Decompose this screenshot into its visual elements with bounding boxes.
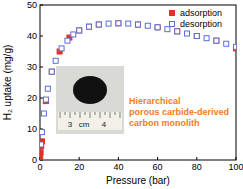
point	[49, 69, 54, 74]
ruler-tick	[100, 112, 101, 118]
chart: 3cm402040608010001020304050Pressure (bar…	[0, 0, 243, 189]
ruler-tick	[110, 112, 111, 118]
point	[214, 38, 219, 43]
point	[116, 21, 121, 26]
ruler	[58, 112, 122, 130]
point	[136, 22, 141, 27]
data-points	[40, 21, 236, 160]
point	[175, 29, 180, 34]
point	[165, 27, 170, 32]
caption: Hierarchical	[129, 96, 181, 106]
y-axis-title: H₂ uptake (mg/g)	[2, 45, 13, 121]
point	[40, 142, 43, 147]
ruler-tick	[70, 112, 71, 118]
point	[204, 36, 209, 41]
x-tick-label: 100	[228, 162, 243, 172]
point	[43, 97, 48, 102]
point	[87, 24, 92, 29]
point	[175, 29, 180, 34]
point	[214, 38, 219, 43]
ruler-tick	[115, 112, 116, 115]
x-tick	[118, 157, 119, 160]
point	[53, 58, 58, 63]
point	[71, 32, 76, 37]
x-tick	[157, 157, 158, 160]
photo-background	[56, 66, 124, 134]
x-tick-label: 80	[192, 162, 202, 172]
ruler-label: 4	[102, 120, 107, 129]
y-tick	[40, 5, 43, 6]
point	[194, 34, 199, 39]
x-tick-label: 40	[113, 162, 123, 172]
legend: adsorptiondesorption	[170, 8, 223, 29]
ruler-label: cm	[79, 120, 90, 129]
y-tick	[40, 67, 43, 68]
point	[40, 150, 43, 155]
legend-marker	[170, 11, 175, 16]
caption: carbon monolith	[129, 118, 200, 128]
y-tick	[40, 98, 43, 99]
y-tick-label: 40	[27, 31, 37, 41]
x-axis-title: Pressure (bar)	[106, 175, 170, 186]
ruler-tick	[120, 112, 121, 118]
point	[65, 38, 70, 43]
y-tick-label: 20	[27, 93, 37, 103]
point	[185, 31, 190, 36]
ruler-tick	[75, 112, 76, 115]
point	[116, 21, 121, 26]
point	[145, 23, 150, 28]
caption: porous carbide-derived	[129, 107, 229, 117]
x-tick-label: 60	[153, 162, 163, 172]
ruler-tick	[80, 112, 81, 118]
x-tick	[196, 157, 197, 160]
point	[126, 21, 131, 26]
point	[59, 46, 64, 51]
point	[155, 25, 160, 30]
x-tick-label: 20	[74, 162, 84, 172]
inset-photo: 3 cm 4	[56, 66, 124, 134]
point	[40, 130, 44, 135]
point	[77, 28, 82, 33]
ruler-tick	[105, 112, 106, 115]
point	[87, 24, 92, 29]
monolith	[73, 76, 107, 104]
x-tick-label: 0	[37, 162, 42, 172]
point	[45, 86, 50, 91]
point	[49, 69, 54, 74]
legend-label: desorption	[180, 19, 222, 29]
point	[106, 21, 111, 26]
point	[155, 25, 160, 30]
ruler-tick	[95, 112, 96, 115]
y-tick-label: 10	[27, 124, 37, 134]
plot-frame	[40, 5, 236, 160]
x-tick	[79, 157, 80, 160]
legend-marker	[170, 22, 175, 27]
ruler-label: 3	[68, 120, 73, 129]
legend-label: adsorption	[180, 8, 222, 18]
point	[234, 44, 237, 49]
point	[77, 28, 82, 33]
y-tick-label: 0	[32, 155, 37, 165]
x-tick	[236, 157, 237, 160]
point	[96, 22, 101, 27]
point	[136, 22, 141, 27]
point	[96, 22, 101, 27]
ruler-tick	[60, 112, 61, 118]
ruler-tick	[65, 112, 66, 115]
y-tick-label: 50	[27, 0, 37, 10]
point	[224, 41, 229, 46]
point	[41, 111, 46, 116]
point	[194, 34, 199, 39]
y-tick	[40, 36, 43, 37]
ruler-tick	[90, 112, 91, 118]
y-tick-label: 30	[27, 62, 37, 72]
ruler-tick	[85, 112, 86, 115]
